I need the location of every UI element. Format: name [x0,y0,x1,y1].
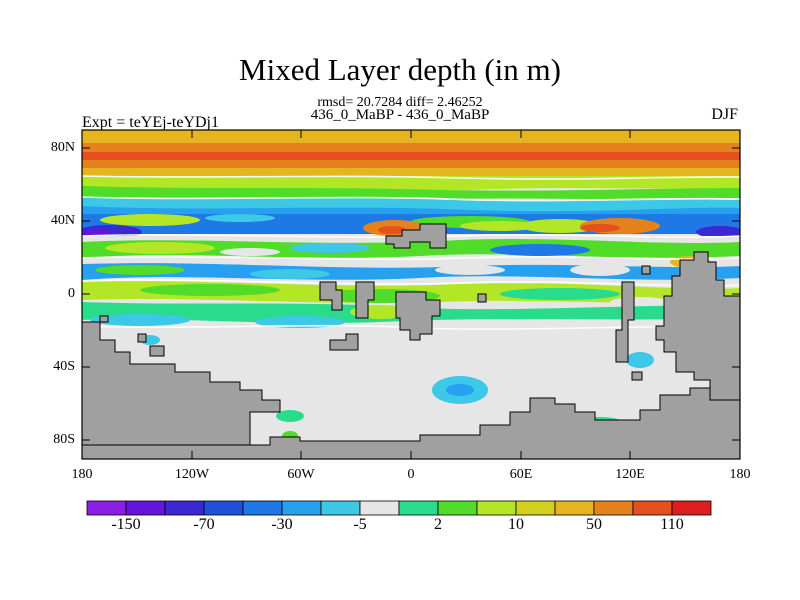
lon-tick-label: 0 [407,467,415,482]
colorbar-swatch [632,500,673,516]
lon-tick-label: 60E [509,467,533,482]
colorbar-label: 2 [434,516,442,533]
colorbar-swatch [86,500,127,516]
stats-line: rmsd= 20.7284 diff= 2.46252 [317,95,483,110]
experiment-label: Expt = teYEj-teYDj1 [82,114,219,131]
colorbar-label: -5 [353,516,367,533]
colorbar-label: -70 [193,516,215,533]
lat-tick-label: 40S [53,359,75,374]
lat-tick-label: 40N [50,213,75,228]
lat-tick-label: 80N [50,140,75,155]
colorbar-swatch [242,500,283,516]
colorbar-label: 50 [586,516,602,533]
land-masses [82,223,740,459]
colorbar-swatch [671,500,712,516]
colorbar-swatch [203,500,244,516]
colorbar-swatch [359,500,400,516]
lon-tick-label: 60W [287,467,315,482]
lon-tick-label: 180 [71,467,93,482]
colorbar-swatch [125,500,166,516]
colorbar-swatch [164,500,205,516]
season-label: DJF [711,106,738,123]
plot-title: Mixed Layer depth (in m) [239,52,561,87]
colorbar-swatch [437,500,478,516]
lon-tick-label: 120E [615,467,645,482]
lat-tick-label: 0 [68,286,75,301]
colorbar-swatch [281,500,322,516]
colorbar-swatch [554,500,595,516]
colorbar-swatch [398,500,439,516]
tick-marks [82,130,740,459]
colorbar-swatch [515,500,556,516]
colorbar-swatch [320,500,361,516]
lon-tick-label: 120W [174,467,210,482]
colorbar-label: 10 [508,516,524,533]
map-field [82,130,740,459]
colorbar-label: 110 [660,516,684,533]
colorbar-swatch [476,500,517,516]
colorbar [86,500,712,516]
lat-tick-label: 80S [53,432,75,447]
colorbar-swatch [593,500,634,516]
colorbar-label: -150 [111,516,141,533]
comparison-line: 436_0_MaBP - 436_0_MaBP [310,107,490,123]
colorbar-label: -30 [271,516,293,533]
lon-tick-label: 180 [729,467,751,482]
